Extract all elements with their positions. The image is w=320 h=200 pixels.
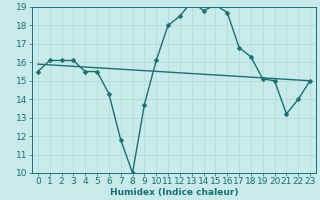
X-axis label: Humidex (Indice chaleur): Humidex (Indice chaleur) bbox=[110, 188, 238, 197]
